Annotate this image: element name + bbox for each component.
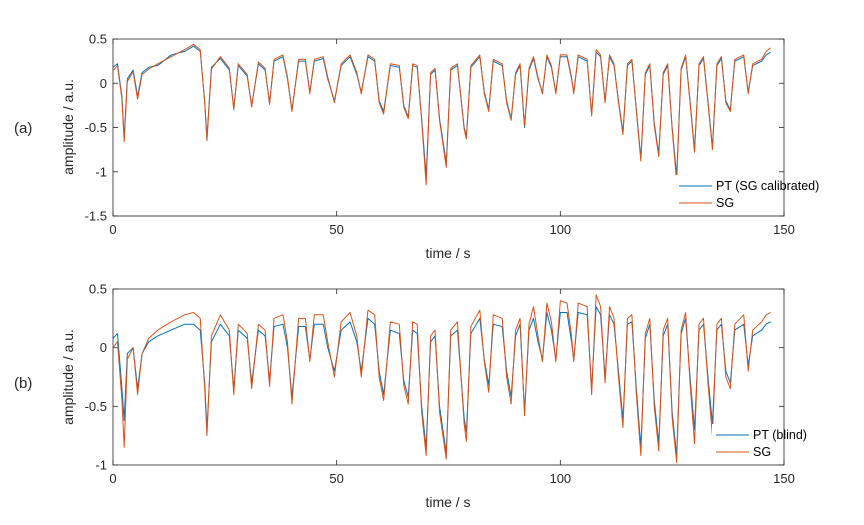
panel-a-y-tick-label: -0.5 bbox=[85, 120, 107, 135]
panel-b-legend-label-pt: PT (blind) bbox=[753, 428, 807, 442]
panel-b-x-tick-label: 100 bbox=[549, 471, 571, 486]
panel-a: (a) 0 50 100 150 -1.5 -1 -0.5 0 0.5 time / s amp… bbox=[14, 32, 819, 262]
panel-b-y-tick-label: 0.5 bbox=[89, 282, 107, 297]
panel-a-lines bbox=[112, 43, 771, 186]
panel-a-y-tick-label: 0 bbox=[100, 76, 107, 91]
panel-b-x-tick-label: 0 bbox=[109, 471, 116, 486]
panel-b-y-tick-label: 0 bbox=[100, 340, 107, 355]
panel-b-axes-box bbox=[112, 288, 785, 466]
panel-b-y-tick-label: -1 bbox=[95, 458, 107, 473]
panel-b-legend: PT (blind) SG bbox=[712, 424, 807, 462]
panel-b-ticks: 0 50 100 150 -1 -0.5 0 0.5 bbox=[85, 282, 795, 487]
panel-b-lines bbox=[112, 294, 771, 464]
panel-a-x-tick-label: 0 bbox=[109, 222, 116, 237]
panel-a-y-axis-title: amplitude / a.u. bbox=[60, 79, 76, 175]
panel-a-y-tick-label: -1.5 bbox=[85, 209, 107, 224]
panel-a-series-line-sg bbox=[112, 43, 771, 186]
panel-b-legend-box bbox=[712, 424, 781, 462]
panel-b-x-tick-label: 50 bbox=[329, 471, 343, 486]
panel-a-legend-label-pt: PT (SG calibrated) bbox=[716, 179, 819, 193]
panel-a-legend-box bbox=[675, 175, 781, 213]
panel-b: (b) 0 50 100 150 -1 -0.5 0 0.5 time / s amplitu… bbox=[14, 282, 807, 511]
panel-a-legend: PT (SG calibrated) SG bbox=[675, 175, 819, 213]
panel-a-ticks: 0 50 100 150 -1.5 -1 -0.5 0 0.5 bbox=[85, 32, 795, 238]
panel-b-label: (b) bbox=[14, 375, 32, 392]
panel-a-legend-label-sg: SG bbox=[716, 196, 734, 210]
panel-b-y-tick-label: -0.5 bbox=[85, 399, 107, 414]
panel-b-x-axis-title: time / s bbox=[425, 494, 470, 510]
panel-b-legend-label-sg: SG bbox=[753, 445, 771, 459]
panel-a-x-axis-title: time / s bbox=[425, 245, 470, 261]
panel-a-x-tick-label: 100 bbox=[549, 222, 571, 237]
panel-a-y-tick-label: -1 bbox=[95, 164, 107, 179]
panel-a-y-tick-label: 0.5 bbox=[89, 32, 107, 47]
panel-b-series-line-sg bbox=[112, 294, 771, 464]
panel-a-label: (a) bbox=[14, 120, 32, 137]
panel-a-x-tick-label: 50 bbox=[329, 222, 343, 237]
panel-b-x-tick-label: 150 bbox=[773, 471, 795, 486]
panel-b-y-axis-title: amplitude / a.u. bbox=[60, 329, 76, 425]
panel-a-x-tick-label: 150 bbox=[773, 222, 795, 237]
